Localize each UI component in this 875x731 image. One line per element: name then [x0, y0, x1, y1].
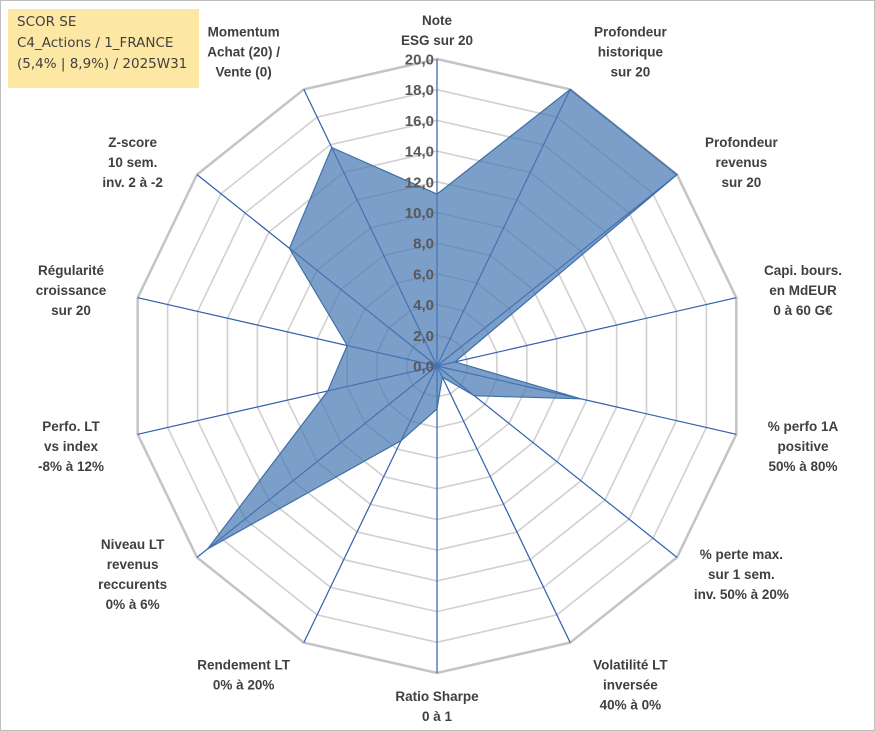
axis-label-line: Profondeur [594, 25, 667, 40]
company-name: SCOR SE [17, 14, 77, 30]
radar-series [207, 88, 678, 550]
axis-label-line: 40% à 0% [600, 697, 662, 712]
period-line: (5,4% | 8,9%) / 2025W31 [17, 56, 188, 72]
axis-spoke [436, 365, 571, 643]
axis-label-line: 0 à 1 [422, 709, 453, 724]
axis-label: Z-score 10 sem. inv. 2 à -2 [102, 135, 163, 190]
axis-label-line: Capi. bours. [764, 263, 842, 278]
axis-label-line: Ratio Sharpe [395, 689, 479, 704]
tick-label: 14,0 [405, 144, 434, 161]
axis-label: Perfo. LT vs index -8% à 12% [38, 419, 104, 474]
axis-label-line: Z-score [108, 135, 157, 150]
axis-label-line: % perte max. [700, 547, 783, 562]
axis-label-line: revenus [716, 155, 768, 170]
axis-label-line: inv. 2 à -2 [102, 175, 163, 190]
axis-label-line: Régularité [38, 263, 105, 278]
axis-label: % perfo 1A positive 50% à 80% [768, 419, 839, 474]
axis-label-line: inv. 50% à 20% [694, 587, 789, 602]
axis-label-line: croissance [36, 283, 107, 298]
data-area [207, 88, 678, 550]
axis-label-line: Profondeur [705, 135, 778, 150]
axis-label: Niveau LT revenus reccurents 0% à 6% [98, 537, 167, 612]
axis-label-line: Achat (20) / [207, 45, 280, 60]
tick-label: 2,0 [413, 328, 434, 345]
axis-label-line: historique [598, 45, 664, 60]
axis-spoke [436, 365, 678, 558]
axis-spoke [436, 297, 737, 367]
axis-label-line: en MdEUR [769, 283, 837, 298]
axis-label-line: 0 à 60 G€ [773, 303, 833, 318]
tick-label: 12,0 [405, 174, 434, 191]
axis-label-line: -8% à 12% [38, 459, 104, 474]
tick-label: 18,0 [405, 82, 434, 99]
tick-label: 0,0 [413, 359, 434, 376]
tick-label: 8,0 [413, 236, 434, 253]
axis-label: Régularité croissance sur 20 [36, 263, 107, 318]
axis-label-line: vs index [44, 439, 99, 454]
axis-label-line: Vente (0) [215, 65, 271, 80]
axis-label: Momentum Achat (20) / Vente (0) [207, 25, 280, 80]
axis-label-line: sur 20 [51, 303, 91, 318]
radar-tick-labels: 0,0 2,0 4,0 6,0 8,0 10,0 12,0 14,0 16,0 18,0 20,0 [405, 52, 434, 376]
axis-label: Ratio Sharpe 0 à 1 [395, 689, 479, 724]
axis-label: Profondeur historique sur 20 [594, 25, 667, 80]
info-box: SCOR SE C4_Actions / 1_FRANCE (5,4% | 8,… [8, 9, 199, 88]
axis-label-line: positive [777, 439, 829, 454]
axis-label: Rendement LT 0% à 20% [197, 657, 291, 692]
axis-label-line: Volatilité LT [593, 657, 668, 672]
axis-label-line: 50% à 80% [768, 459, 837, 474]
axis-label-line: sur 1 sem. [708, 567, 775, 582]
tick-label: 10,0 [405, 205, 434, 222]
axis-label: Volatilité LT inversée 40% à 0% [593, 657, 668, 712]
axis-label-line: sur 20 [611, 65, 651, 80]
axis-label-line: sur 20 [722, 175, 762, 190]
axis-label-line: reccurents [98, 577, 167, 592]
axis-label: % perte max. sur 1 sem. inv. 50% à 20% [694, 547, 789, 602]
tick-label: 20,0 [405, 52, 434, 69]
axis-label: Note ESG sur 20 [401, 13, 473, 48]
tick-label: 4,0 [413, 297, 434, 314]
axis-label-line: Niveau LT [101, 537, 165, 552]
category-line: C4_Actions / 1_FRANCE [17, 35, 174, 51]
axis-label-line: inversée [603, 677, 658, 692]
axis-label-line: Note [422, 13, 452, 28]
tick-label: 16,0 [405, 113, 434, 130]
axis-label-line: 0% à 6% [106, 597, 160, 612]
axis-label: Capi. bours. en MdEUR 0 à 60 G€ [764, 263, 842, 318]
axis-label-line: 10 sem. [108, 155, 158, 170]
axis-label: Profondeur revenus sur 20 [705, 135, 778, 190]
radar-axis-labels: Note ESG sur 20 Profondeur historique sur 20… [36, 13, 842, 724]
axis-label-line: revenus [107, 557, 159, 572]
axis-label-line: Rendement LT [197, 657, 291, 672]
axis-label-line: 0% à 20% [213, 677, 275, 692]
axis-label-line: Momentum [208, 25, 280, 40]
tick-label: 6,0 [413, 266, 434, 283]
axis-label-line: ESG sur 20 [401, 33, 473, 48]
axis-label-line: % perfo 1A [768, 419, 839, 434]
axis-label-line: Perfo. LT [42, 419, 100, 434]
